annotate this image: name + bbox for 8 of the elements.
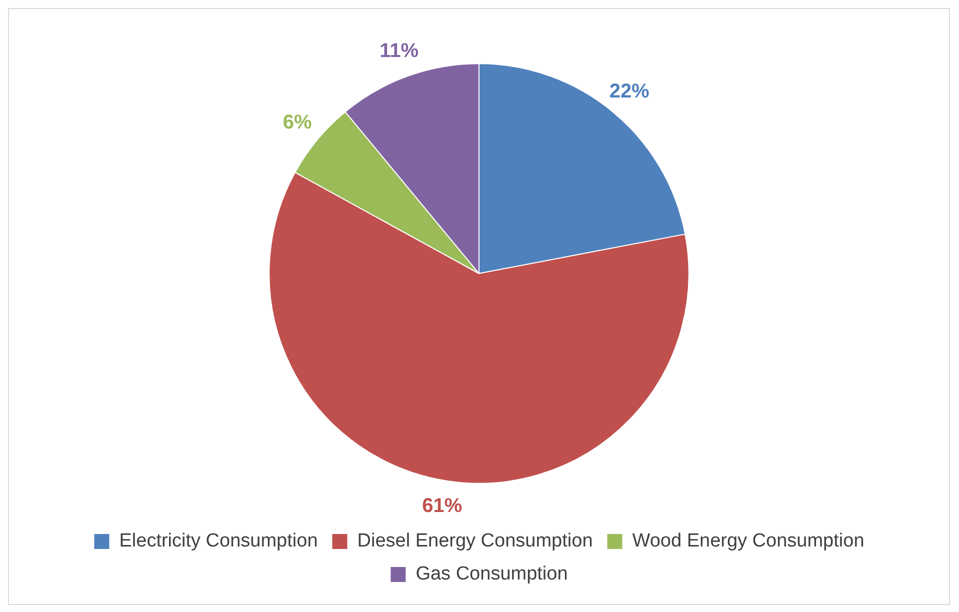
data-label: 6% [282,112,312,134]
legend-label: Electricity Consumption [119,530,318,552]
legend-label: Diesel Energy Consumption [357,530,593,552]
data-label: 11% [380,40,419,62]
legend-label: Gas Consumption [416,564,568,585]
data-label: 22% [609,80,650,102]
data-label: 61% [422,494,462,517]
legend-label: Wood Energy Consumption [632,530,864,552]
